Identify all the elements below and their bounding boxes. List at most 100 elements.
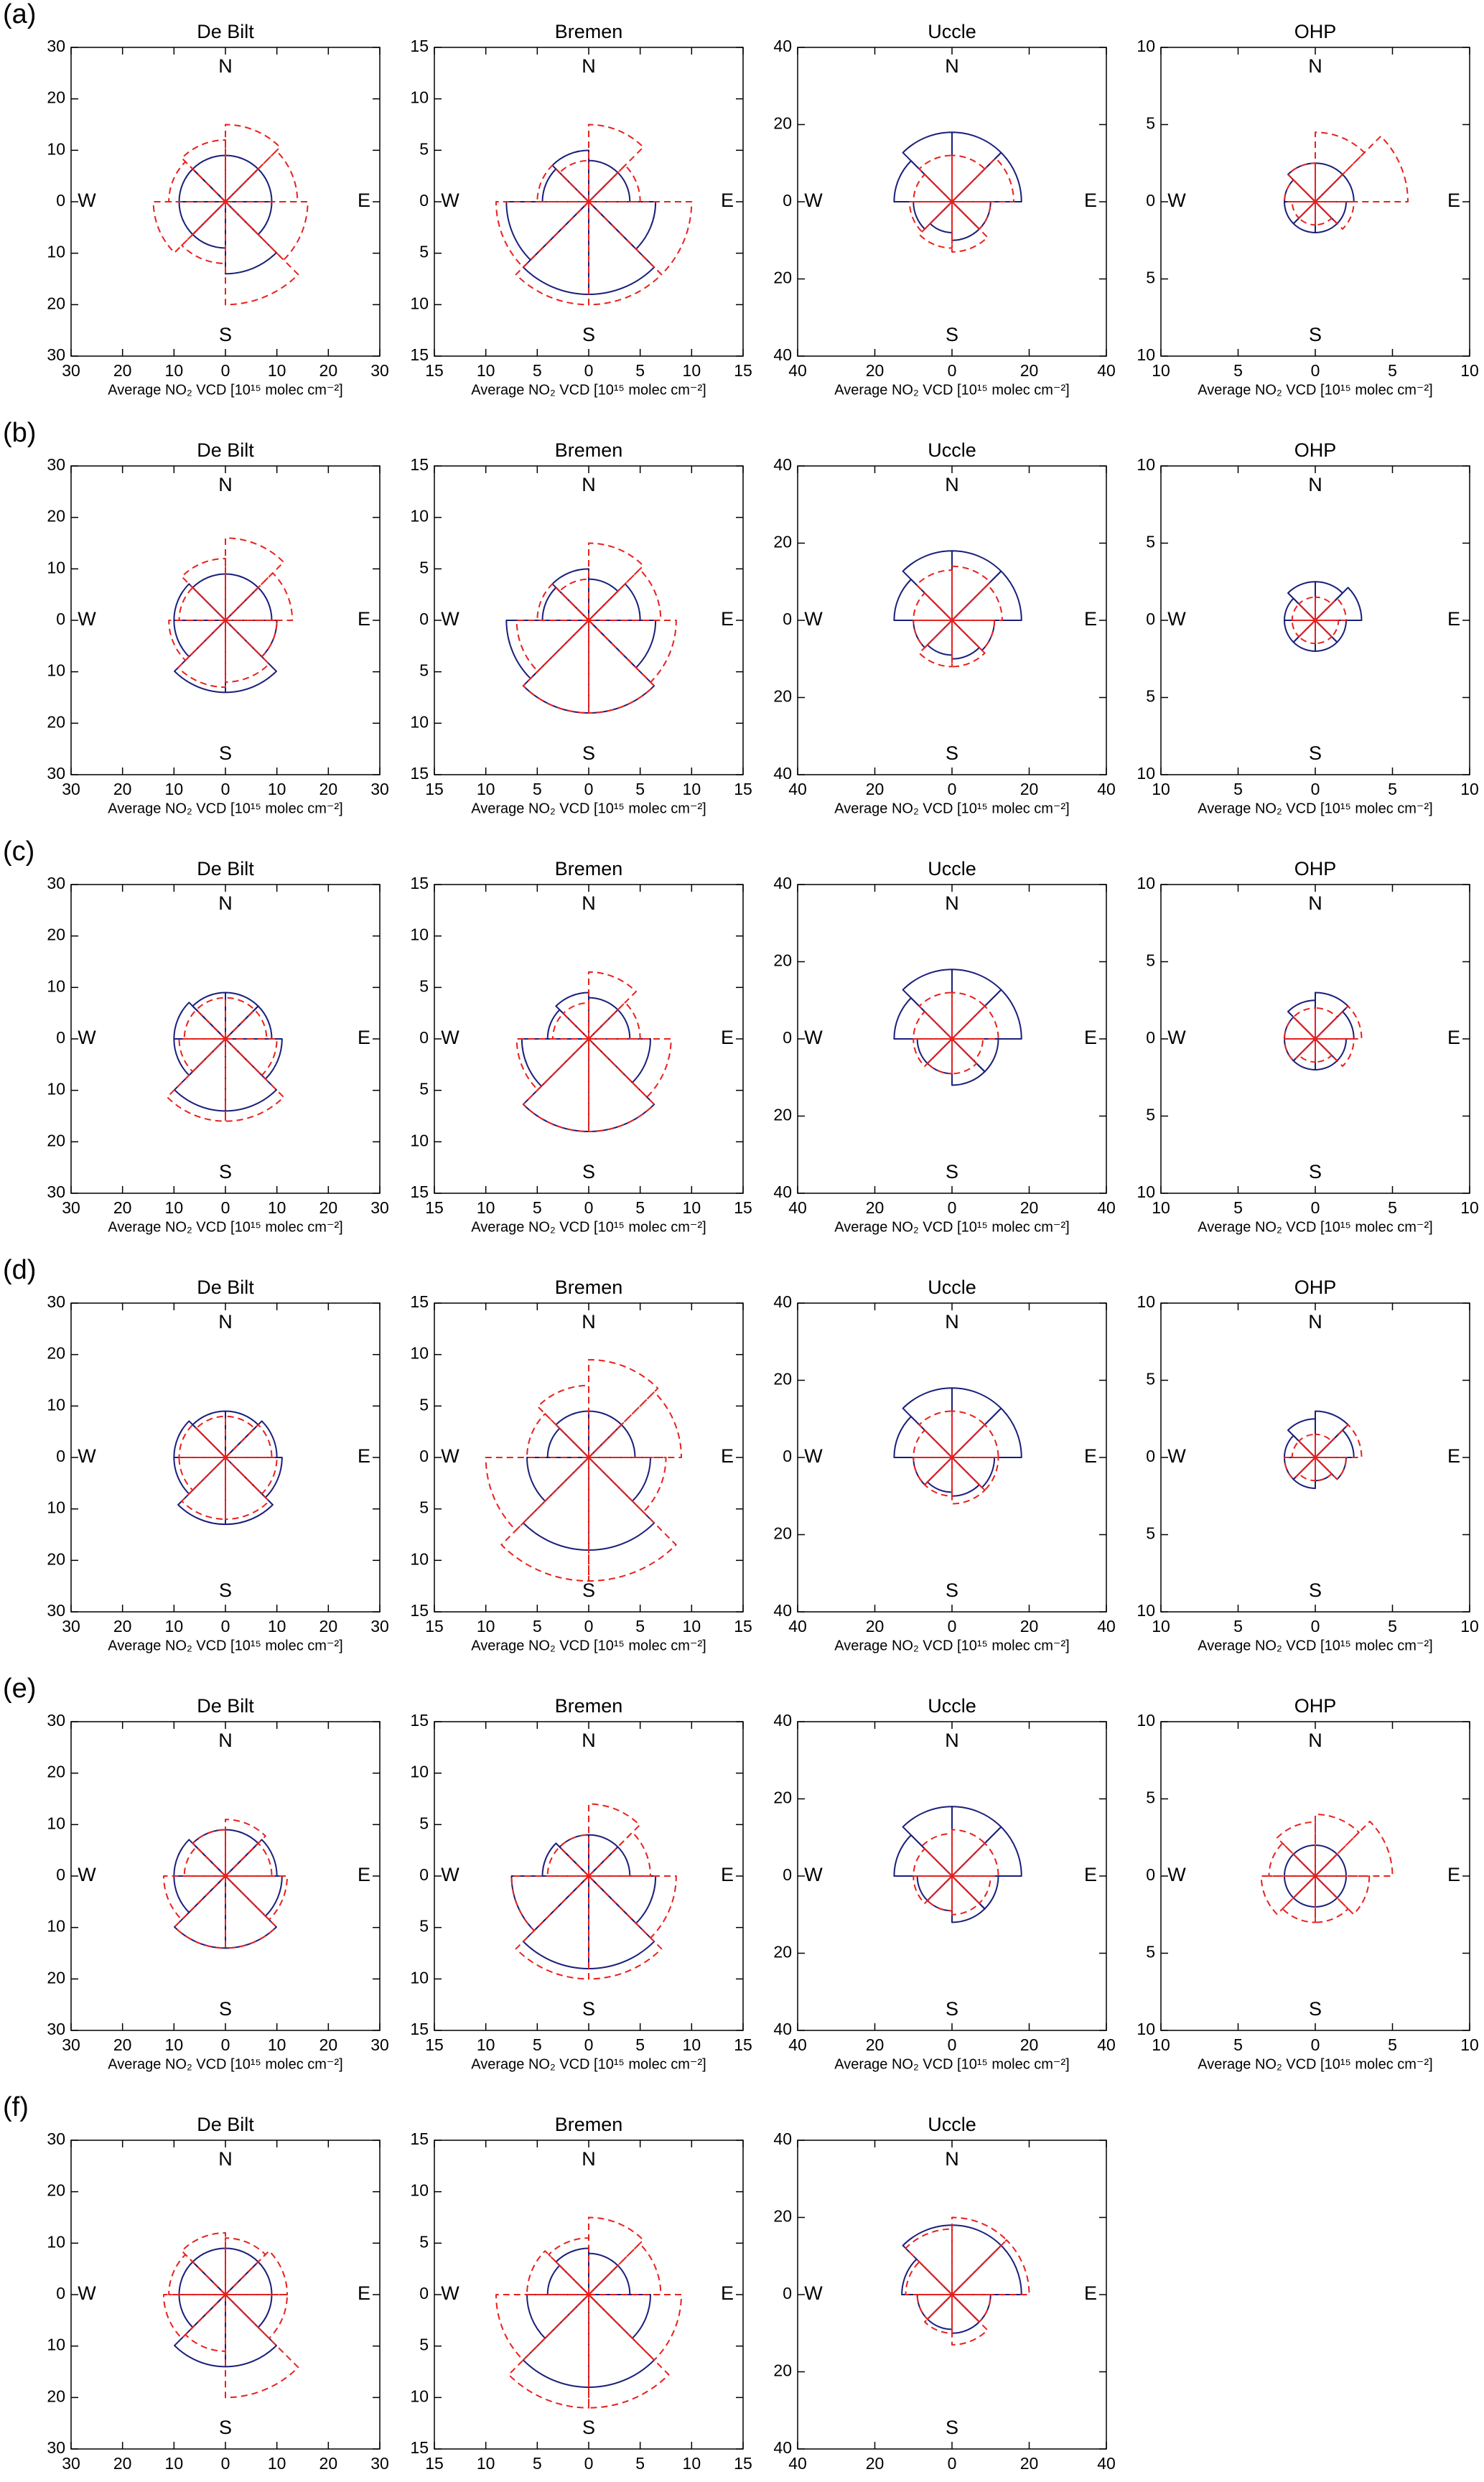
compass-label: W [78,1445,96,1467]
sector [500,1457,589,1582]
sector [174,1875,226,1949]
x-tick-label: 10 [165,1198,184,1217]
y-tick-label: 10 [410,1549,429,1568]
compass-label: W [1167,608,1186,630]
sector [588,1457,655,1551]
x-tick-label: 5 [635,780,645,798]
y-tick-label: 0 [419,610,429,628]
compass-label: E [358,1864,370,1885]
y-tick-label: 30 [47,764,65,783]
chart-title: De Bilt [197,1695,254,1717]
sector [588,1391,682,1458]
compass-label: N [582,1311,596,1333]
row-label: (b) [3,418,36,448]
chart-title: OHP [1294,1277,1337,1298]
chart-title: OHP [1294,439,1337,461]
x-tick-label: 20 [866,2035,885,2054]
sector [951,157,1014,202]
compass-label: E [358,608,370,630]
compass-label: E [721,1445,734,1467]
sector [536,583,589,621]
x-tick-label: 10 [1152,1617,1170,1636]
sector [1315,1457,1333,1482]
sector [541,168,589,202]
sector [559,1834,589,1877]
sector [951,620,986,668]
sector [181,558,226,621]
y-tick-label: 0 [783,1865,792,1884]
compass-label: E [721,1027,734,1048]
sector [588,1457,651,1502]
sector [225,2237,266,2295]
sector [1315,131,1366,202]
sector [173,1420,226,1458]
y-tick-label: 15 [410,2438,429,2457]
x-tick-label: 15 [734,361,752,380]
compass-label: S [1309,324,1322,345]
sector [515,1038,589,1091]
sector [225,992,259,1040]
y-tick-label: 10 [410,1131,429,1149]
sector [225,1410,259,1458]
compass-label: S [946,2417,958,2438]
sector [926,1457,953,1493]
x-tick-label: 20 [319,1198,338,1217]
y-tick-label: 20 [773,1943,792,1961]
sector [521,1038,589,1087]
x-axis-label: Average NO₂ VCD [10¹⁵ molec cm⁻²] [108,1638,342,1653]
x-tick-label: 40 [788,2454,807,2473]
compass-label: W [78,1864,96,1885]
sector [225,620,278,658]
sector [588,1410,622,1458]
sector [588,1875,677,1939]
sector [1284,1457,1316,1480]
sector [951,1410,986,1458]
y-tick-label: 5 [419,976,429,995]
sector [1315,620,1333,645]
x-tick-label: 5 [1388,2035,1397,2054]
y-tick-label: 5 [419,1080,429,1098]
sector [951,1038,978,1075]
sector [526,1457,589,1502]
sector [178,1457,226,1491]
x-tick-label: 30 [62,1198,80,1217]
sector [1315,597,1347,621]
sector [951,1875,986,1923]
sector [177,1457,226,1526]
y-tick-label: 10 [47,2336,65,2354]
sector [902,550,953,621]
y-tick-label: 15 [410,2020,429,2038]
x-tick-label: 20 [866,1617,885,1636]
sector [522,201,589,295]
sector [1315,1433,1333,1458]
y-tick-label: 20 [47,507,65,526]
compass-label: S [946,1998,958,2020]
compass-label: N [945,892,959,914]
sector [951,1387,1002,1458]
x-axis-label: Average NO₂ VCD [10¹⁵ molec cm⁻²] [1198,382,1432,398]
x-axis-label: Average NO₂ VCD [10¹⁵ molec cm⁻²] [471,382,706,398]
y-tick-label: 0 [419,191,429,210]
sector [951,989,1022,1040]
compass-label: E [1084,1027,1097,1048]
sector [181,201,226,264]
compass-label: N [945,474,959,495]
y-tick-label: 20 [47,712,65,731]
sector [905,2261,953,2295]
x-axis-label: Average NO₂ VCD [10¹⁵ molec cm⁻²] [471,2056,706,2072]
sector [505,201,589,261]
compass-label: E [358,190,370,211]
sector [588,164,641,202]
x-tick-label: 40 [1097,2454,1116,2473]
compass-label: W [441,608,459,630]
y-tick-label: 10 [1137,345,1155,364]
y-tick-label: 0 [783,610,792,628]
y-tick-label: 30 [47,1182,65,1201]
sector [192,154,226,202]
sector [173,620,226,658]
y-tick-label: 0 [56,2284,65,2303]
chart-title: OHP [1294,858,1337,880]
x-tick-label: 40 [788,780,807,798]
row-label: (c) [3,836,34,867]
compass-label: S [582,742,595,764]
